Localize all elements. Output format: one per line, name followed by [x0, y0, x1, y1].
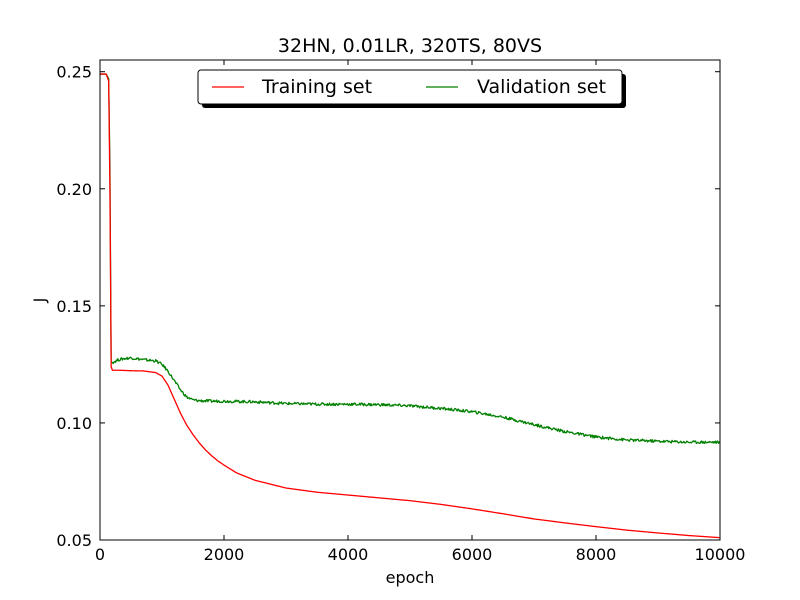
legend-label-training: Training set — [261, 76, 372, 98]
x-tick-label: 10000 — [695, 545, 746, 564]
series-line-training — [100, 73, 721, 539]
y-tick-label: 0.20 — [56, 180, 92, 199]
x-tick-label: 8000 — [576, 545, 617, 564]
y-tick-label: 0.15 — [56, 297, 92, 316]
series-layer — [100, 73, 721, 539]
chart-title: 32HN, 0.01LR, 320TS, 80VS — [278, 35, 542, 57]
y-tick-label: 0.25 — [56, 63, 92, 82]
x-axis: 0 2000 4000 6000 8000 10000 — [95, 60, 746, 564]
x-tick-label: 0 — [95, 545, 105, 564]
y-tick-label: 0.10 — [56, 414, 92, 433]
y-axis-title: J — [30, 298, 49, 304]
y-axis: 0.05 0.10 0.15 0.20 0.25 — [56, 63, 720, 550]
legend-label-validation: Validation set — [477, 76, 606, 98]
plot-area — [99, 59, 721, 541]
y-tick-label: 0.05 — [56, 531, 92, 550]
series-line-validation — [100, 73, 721, 445]
legend-box — [197, 69, 623, 105]
plot-frame — [99, 59, 721, 541]
legend: Training set Validation set — [197, 69, 626, 108]
x-tick-label: 2000 — [204, 545, 245, 564]
x-axis-title: epoch — [386, 568, 435, 587]
x-tick-label: 6000 — [452, 545, 493, 564]
x-tick-label: 4000 — [328, 545, 369, 564]
